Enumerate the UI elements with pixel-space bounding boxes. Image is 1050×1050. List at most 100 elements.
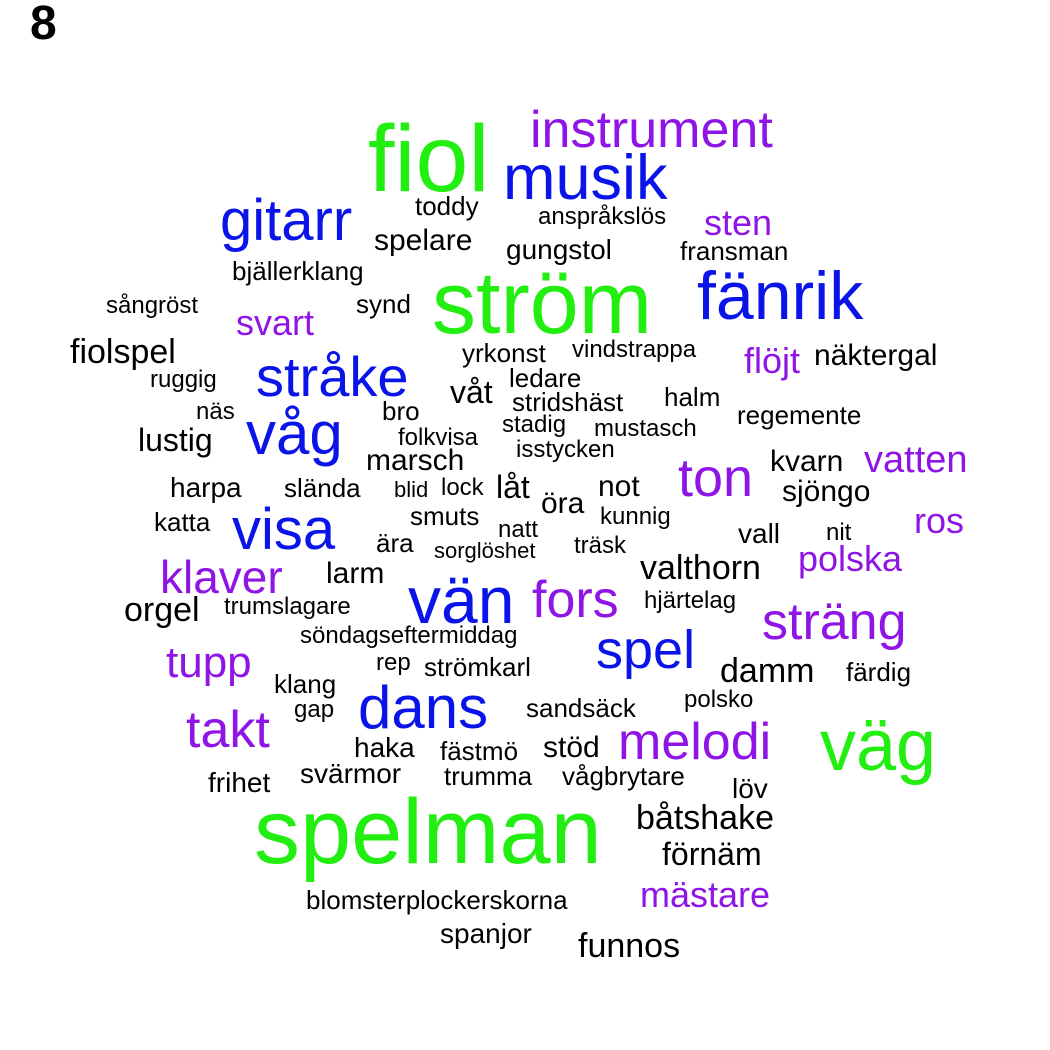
word-fiol: fiol xyxy=(368,106,490,212)
word-kvarn: kvarn xyxy=(770,445,844,478)
word-stadig: stadig xyxy=(502,411,567,438)
figure-label: 8 xyxy=(30,0,57,50)
word-fransman: fransman xyxy=(680,236,789,266)
word-kunnig: kunnig xyxy=(600,503,671,530)
word-sten: sten xyxy=(704,202,773,243)
word-m-stare: mästare xyxy=(640,874,771,915)
word-rep: rep xyxy=(376,649,411,676)
word-natt: natt xyxy=(498,516,539,543)
word-ra: öra xyxy=(541,487,585,520)
word-s-ndagseftermiddag: söndagseftermiddag xyxy=(300,622,518,649)
word-svart: svart xyxy=(236,302,315,343)
word-vall: vall xyxy=(738,518,781,549)
word-str-ke: stråke xyxy=(256,345,409,408)
word-ra: ära xyxy=(376,528,414,558)
word-harpa: harpa xyxy=(170,472,242,503)
word-n-ktergal: näktergal xyxy=(814,339,938,372)
word-marsch: marsch xyxy=(366,444,465,477)
word-f-rn-m: förnäm xyxy=(662,836,762,872)
word-hj-rtelag: hjärtelag xyxy=(644,587,737,614)
word-valthorn: valthorn xyxy=(640,549,761,587)
word-synd: synd xyxy=(356,289,411,319)
word-polska: polska xyxy=(798,538,903,579)
word-musik: musik xyxy=(503,143,668,213)
word-str-mkarl: strömkarl xyxy=(424,652,531,682)
word-sj-ngo: sjöngo xyxy=(782,475,871,508)
word-blomsterplockerskorna: blomsterplockerskorna xyxy=(306,885,568,915)
word-frihet: frihet xyxy=(208,767,271,798)
word-st-d: stöd xyxy=(543,731,600,764)
word-takt: takt xyxy=(186,701,270,759)
word-ton: ton xyxy=(678,448,754,508)
word-v-n: vän xyxy=(408,563,515,637)
word-sl-nda: slända xyxy=(284,473,361,503)
word-nit: nit xyxy=(826,519,852,546)
word-f-rdig: färdig xyxy=(846,657,912,687)
word-v-g: våg xyxy=(246,400,343,467)
word-blid: blid xyxy=(394,477,429,502)
word-katta: katta xyxy=(154,507,211,537)
word-fiolspel: fiolspel xyxy=(70,333,176,371)
word-regemente: regemente xyxy=(737,400,862,430)
word-trumma: trumma xyxy=(444,761,533,791)
word-v-t: våt xyxy=(450,374,493,410)
word-toddy: toddy xyxy=(415,191,479,221)
word-spel: spel xyxy=(596,620,696,680)
word-v-g: väg xyxy=(820,706,937,786)
word-dans: dans xyxy=(358,674,489,741)
word-spanjor: spanjor xyxy=(440,918,532,949)
word-halm: halm xyxy=(664,382,721,412)
word-str-ng: sträng xyxy=(762,593,907,651)
word-fl-jt: flöjt xyxy=(744,340,801,381)
word-visa: visa xyxy=(232,497,336,562)
word-spelare: spelare xyxy=(374,224,473,257)
word-vatten: vatten xyxy=(864,439,968,481)
word-smuts: smuts xyxy=(410,501,480,531)
word-mustasch: mustasch xyxy=(594,415,697,442)
word-folkvisa: folkvisa xyxy=(398,424,479,451)
word-fors: fors xyxy=(532,571,619,629)
word-haka: haka xyxy=(354,732,415,763)
word-yrkonst: yrkonst xyxy=(462,338,546,368)
word-gitarr: gitarr xyxy=(220,188,353,253)
word-ros: ros xyxy=(914,500,965,541)
word-instrument: instrument xyxy=(530,101,773,159)
word-l-t: låt xyxy=(496,469,530,505)
word-lock: lock xyxy=(441,474,484,501)
word-ledare: ledare xyxy=(509,363,582,393)
word-spelman: spelman xyxy=(254,781,602,883)
word-sv-rmor: svärmor xyxy=(300,758,402,789)
word-n-s: näs xyxy=(196,398,235,425)
word-f-stm: fästmö xyxy=(440,736,519,766)
word-lustig: lustig xyxy=(138,422,213,458)
word-polsko: polsko xyxy=(684,686,754,713)
word-klaver: klaver xyxy=(160,551,283,603)
word-bj-llerklang: bjällerklang xyxy=(232,256,364,286)
word-f-nrik: fänrik xyxy=(697,258,864,334)
word-gap: gap xyxy=(294,696,335,723)
word-larm: larm xyxy=(326,557,385,590)
word-anspr-ksl-s: anspråkslös xyxy=(538,203,667,230)
word-isstycken: isstycken xyxy=(516,436,615,463)
word-str-m: ström xyxy=(432,253,652,352)
word-v-gbrytare: vågbrytare xyxy=(562,761,685,791)
word-trumslagare: trumslagare xyxy=(224,593,351,620)
word-ruggig: ruggig xyxy=(150,366,217,393)
word-s-ngr-st: sångröst xyxy=(106,292,199,319)
word-b-tshake: båtshake xyxy=(636,799,774,837)
word-tupp: tupp xyxy=(166,638,252,687)
word-bro: bro xyxy=(382,396,420,426)
word-sorgl-shet: sorglöshet xyxy=(434,538,536,563)
word-not: not xyxy=(598,470,640,503)
word-tr-sk: träsk xyxy=(574,532,627,559)
word-melodi: melodi xyxy=(618,713,772,771)
word-sands-ck: sandsäck xyxy=(526,693,636,723)
word-funnos: funnos xyxy=(578,927,681,965)
word-klang: klang xyxy=(274,669,337,699)
word-damm: damm xyxy=(720,652,815,690)
word-stridsh-st: stridshäst xyxy=(512,387,624,417)
word-vindstrappa: vindstrappa xyxy=(572,336,697,363)
word-l-v: löv xyxy=(732,773,768,804)
word-gungstol: gungstol xyxy=(506,234,612,265)
